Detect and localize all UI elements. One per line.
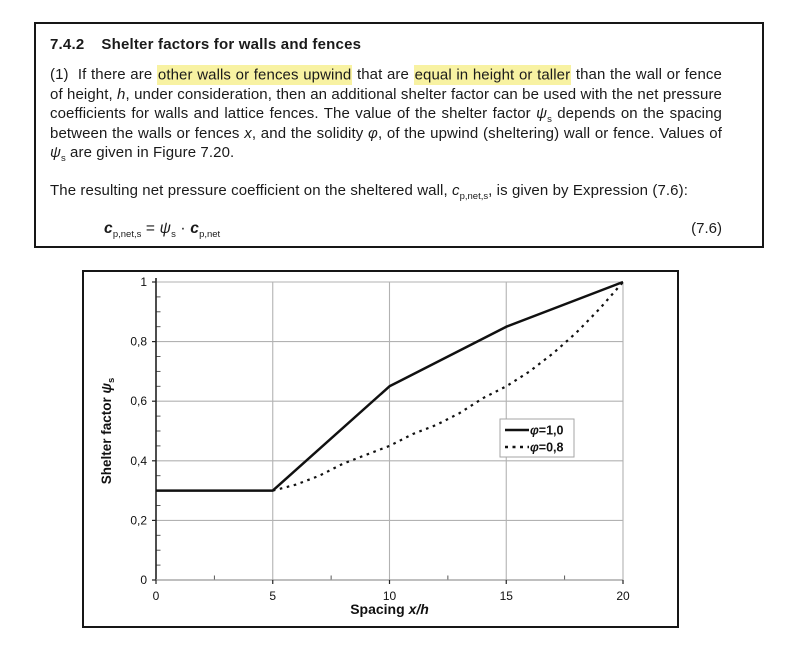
axis-titles: Spacing x/h Shelter factor ψs [99, 378, 429, 617]
equation-number: (7.6) [691, 220, 722, 237]
svg-text:20: 20 [616, 589, 630, 603]
svg-text:15: 15 [500, 589, 514, 603]
paragraph-1: (1) If there are other walls or fences u… [50, 64, 723, 164]
y-axis-title: Shelter factor ψs [99, 378, 117, 485]
legend: φ=1,0 φ=0,8 [499, 418, 575, 458]
svg-text:0: 0 [140, 573, 147, 587]
svg-text:0,8: 0,8 [130, 335, 147, 349]
grid-lines [156, 281, 624, 580]
x-tick-labels: 0 5 10 15 20 [153, 589, 630, 603]
svg-text:5: 5 [269, 589, 276, 603]
section-number: 7.4.2 [50, 36, 85, 53]
svg-text:0,2: 0,2 [130, 513, 147, 527]
x-axis-title: Spacing x/h [350, 601, 429, 617]
svg-text:0,4: 0,4 [130, 454, 147, 468]
series-phi-0-8 [272, 281, 624, 492]
highlighted-phrase: equal in height or taller [413, 64, 572, 85]
y-tick-labels: 0 0,2 0,4 0,6 0,8 1 [130, 275, 147, 587]
paragraph-2: The resulting net pressure coefficient o… [50, 181, 688, 202]
legend-label: φ=1,0 [530, 424, 564, 438]
svg-text:1: 1 [140, 275, 147, 289]
svg-text:0,6: 0,6 [130, 394, 147, 408]
standard-text-section: 7.4.2 Shelter factors for walls and fence… [34, 22, 764, 248]
section-heading: 7.4.2 Shelter factors for walls and fence… [50, 36, 722, 53]
svg-text:10: 10 [383, 589, 397, 603]
highlighted-phrase: other walls or fences upwind [156, 64, 353, 85]
series-phi-1-0 [156, 280, 624, 492]
legend-label: φ=0,8 [530, 441, 564, 455]
equation-row: cp,net,s = ψs · cp,net (7.6) [104, 220, 722, 241]
equation-7-6: cp,net,s = ψs · cp,net [104, 220, 221, 241]
svg-text:0: 0 [153, 589, 160, 603]
section-title: Shelter factors for walls and fences [101, 36, 362, 53]
figure-7-20-chart: 0 0,2 0,4 0,6 0,8 1 0 5 10 15 20 Spacing x/h Shelter… [82, 270, 679, 628]
axes [152, 278, 624, 584]
